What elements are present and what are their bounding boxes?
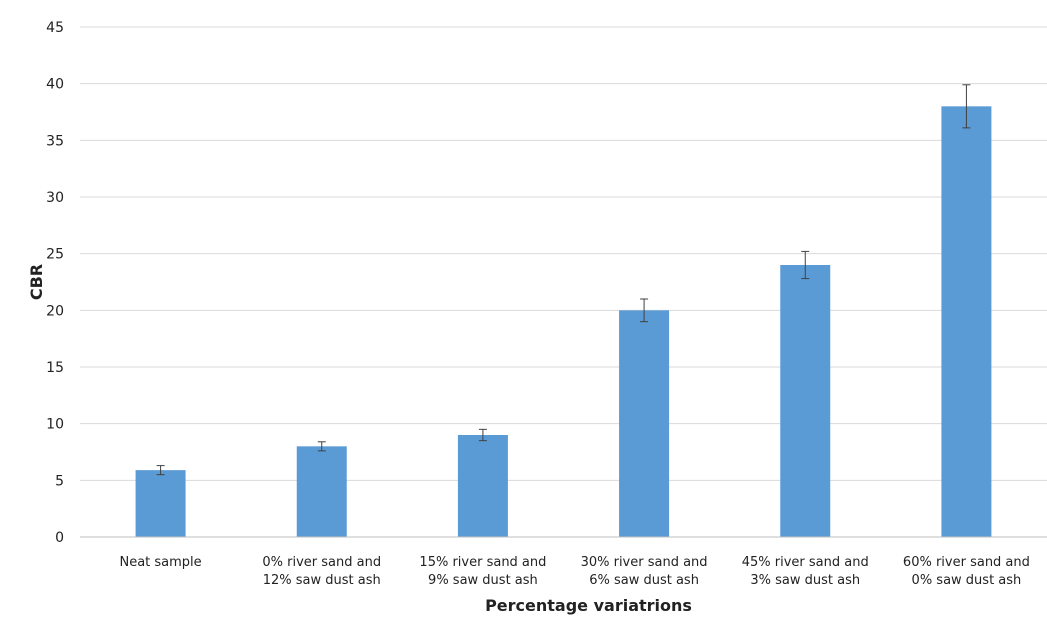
y-tick-label: 0 xyxy=(55,530,64,546)
x-category-label: 0% river sand and 12% saw dust ash xyxy=(262,555,381,588)
error-bar xyxy=(640,298,649,323)
x-category-label: 30% river sand and 6% saw dust ash xyxy=(581,555,708,588)
y-tick-label: 5 xyxy=(55,473,64,489)
error-bar xyxy=(962,84,971,129)
bar xyxy=(941,106,992,537)
y-tick-label: 25 xyxy=(46,247,64,263)
y-tick-label: 45 xyxy=(46,20,64,36)
bar xyxy=(135,470,186,537)
bar xyxy=(780,265,831,537)
x-category-label: 45% river sand and 3% saw dust ash xyxy=(742,555,869,588)
y-tick-label: 40 xyxy=(46,77,64,93)
y-tick-label: 30 xyxy=(46,190,64,206)
y-tick-label: 10 xyxy=(46,417,64,433)
x-category-label: Neat sample xyxy=(119,555,201,570)
error-bar xyxy=(156,465,165,476)
bar xyxy=(457,435,508,537)
error-bar xyxy=(317,441,326,452)
error-bar xyxy=(801,250,810,280)
bar xyxy=(619,310,670,537)
gridlines xyxy=(80,26,1047,481)
x-category-label: 60% river sand and 0% saw dust ash xyxy=(903,555,1030,588)
y-tick-label: 35 xyxy=(46,133,64,149)
y-tick-label: 20 xyxy=(46,303,64,319)
y-axis-ticks: 0 5 10 15 20 25 30 35 40 45 xyxy=(46,20,64,546)
y-axis-title: CBR xyxy=(27,264,46,300)
bars xyxy=(135,106,992,537)
x-category-label: 15% river sand and 9% saw dust ash xyxy=(419,555,546,588)
error-bar xyxy=(478,428,487,442)
x-axis-title: Percentage variatrions xyxy=(485,596,692,615)
y-tick-label: 15 xyxy=(46,360,64,376)
x-axis-categories: Neat sample 0% river sand and 12% saw dust… xyxy=(119,555,1029,588)
error-bars xyxy=(156,84,971,476)
bar xyxy=(296,446,347,537)
